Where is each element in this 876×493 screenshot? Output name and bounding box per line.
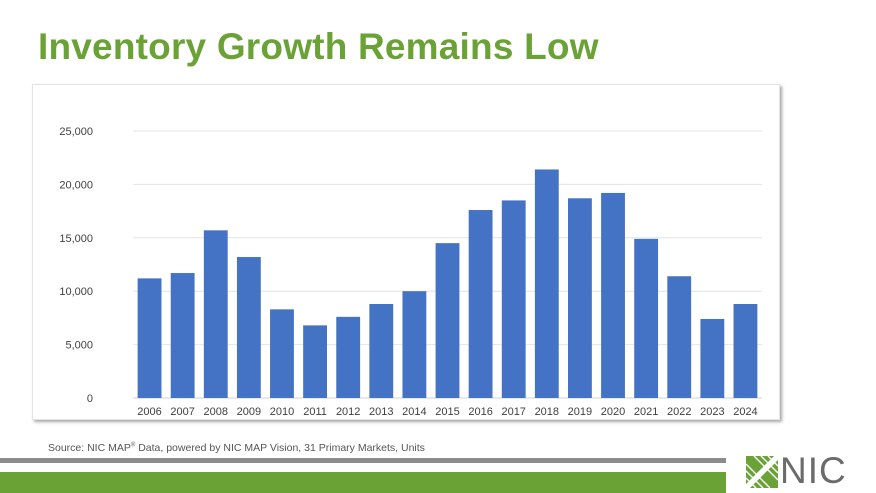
source-prefix: Source: NIC MAP	[48, 442, 131, 454]
bar	[137, 278, 162, 398]
gray-divider-band	[0, 458, 726, 463]
x-tick-label: 2017	[501, 406, 525, 418]
bar	[336, 316, 361, 398]
x-tick-label: 2007	[170, 406, 194, 418]
x-tick-label: 2008	[204, 406, 228, 418]
source-note: Source: NIC MAP® Data, powered by NIC MA…	[48, 442, 425, 454]
bar-chart: 0 5,000 10,000 15,000 20,000 25,000 2006 2007 20…	[59, 126, 762, 418]
bar	[468, 210, 493, 398]
x-tick-label: 2021	[634, 406, 658, 418]
bar	[700, 318, 725, 398]
nic-mark-icon	[745, 455, 779, 489]
bar	[733, 304, 758, 398]
x-tick-label: 2018	[535, 406, 559, 418]
bar	[667, 276, 692, 398]
x-tick-label: 2019	[568, 406, 592, 418]
x-tick-label: 2016	[468, 406, 492, 418]
bar	[303, 325, 327, 398]
x-tick-label: 2014	[402, 406, 426, 418]
x-tick-label: 2010	[270, 406, 294, 418]
bar	[203, 230, 228, 398]
y-tick-label: 5,000	[65, 340, 93, 352]
green-footer-band	[0, 472, 726, 493]
bar	[236, 257, 261, 398]
x-tick-label: 2023	[700, 406, 724, 418]
x-tick-label: 2011	[303, 406, 327, 418]
chart-panel: 0 5,000 10,000 15,000 20,000 25,000 2006 2007 20…	[32, 84, 780, 420]
bar	[634, 238, 659, 398]
y-tick-label: 15,000	[59, 233, 93, 245]
bar	[435, 243, 460, 398]
registered-mark: ®	[130, 442, 136, 449]
bar	[402, 291, 427, 398]
x-tick-label: 2012	[336, 406, 360, 418]
bar	[369, 304, 394, 398]
y-tick-label: 25,000	[59, 126, 93, 138]
bar	[270, 309, 294, 398]
bar	[568, 198, 592, 398]
bar	[170, 273, 195, 398]
x-tick-label: 2009	[237, 406, 261, 418]
bar	[501, 200, 526, 398]
source-suffix: Data, powered by NIC MAP Vision, 31 Prim…	[135, 442, 425, 454]
x-tick-label: 2020	[601, 406, 625, 418]
bar	[534, 169, 559, 398]
y-tick-label: 10,000	[59, 286, 93, 298]
x-tick-label: 2022	[667, 406, 691, 418]
x-tick-label: 2006	[137, 406, 161, 418]
logo-wordmark: NIC	[780, 450, 847, 491]
x-tick-label: 2013	[369, 406, 393, 418]
y-tick-label: 20,000	[59, 179, 93, 191]
x-tick-label: 2015	[435, 406, 459, 418]
y-tick-label: 0	[87, 393, 93, 405]
bar	[601, 192, 625, 398]
page-title: Inventory Growth Remains Low	[38, 26, 599, 67]
x-tick-label: 2024	[733, 406, 757, 418]
